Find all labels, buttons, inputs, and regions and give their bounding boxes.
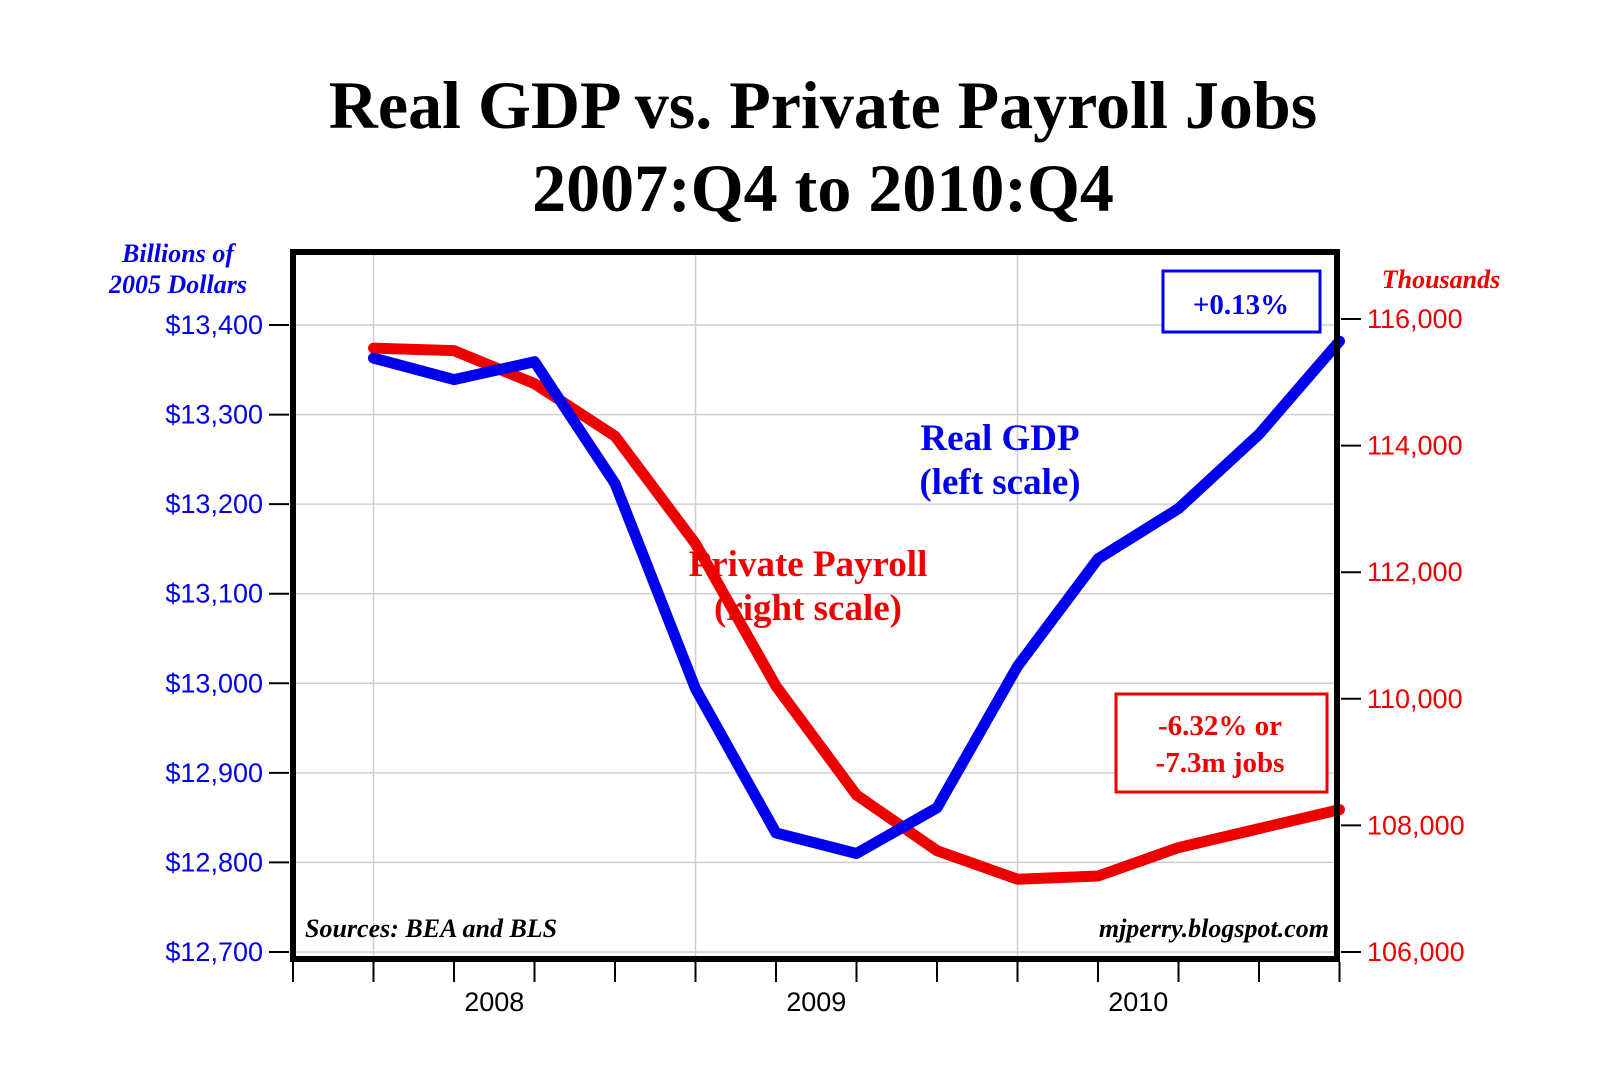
payroll-change-callout: -6.32% or -7.3m jobs	[1114, 692, 1329, 794]
gdp-series-label-line1: Real GDP	[920, 418, 1079, 459]
x-year-label: 2010	[1108, 987, 1168, 1017]
left-tick-label: $13,000	[165, 668, 263, 698]
payroll-change-box	[1114, 692, 1329, 794]
left-tick-label: $12,900	[165, 758, 263, 788]
gdp-change-text: +0.13%	[1193, 289, 1289, 321]
payroll-change-text-line1: -6.32% or	[1158, 710, 1282, 742]
left-tick-label: $12,700	[165, 937, 263, 967]
gdp-series-label-line2: (left scale)	[919, 462, 1080, 503]
left-axis-title-line1: Billions of	[121, 239, 236, 268]
sources-note: Sources: BEA and BLS	[305, 914, 557, 943]
gdp-change-box	[1161, 269, 1322, 334]
gridlines	[293, 255, 1337, 956]
left-axis: $12,700 $12,800 $12,900 $13,000 $13,100 $13,2…	[165, 310, 289, 967]
right-tick-label: 114,000	[1367, 431, 1463, 461]
left-axis-title-line2: 2005 Dollars	[108, 270, 247, 299]
left-tick-label: $13,300	[165, 400, 263, 430]
x-year-label: 2009	[786, 987, 846, 1017]
chart-title-line1: Real GDP vs. Private Payroll Jobs	[329, 67, 1317, 143]
chart-title-line2: 2007:Q4 to 2010:Q4	[532, 150, 1114, 226]
right-axis-title: Thousands	[1382, 265, 1501, 294]
gdp-series-line	[368, 335, 1345, 859]
right-tick-label: 106,000	[1367, 937, 1465, 967]
payroll-change-text-line2: -7.3m jobs	[1156, 747, 1285, 779]
right-tick-label: 108,000	[1367, 810, 1465, 840]
right-tick-label: 112,000	[1367, 557, 1463, 587]
plot-frame	[290, 249, 1340, 962]
gdp-change-callout: +0.13%	[1161, 269, 1322, 334]
series	[368, 335, 1345, 885]
left-tick-label: $13,400	[165, 310, 263, 340]
x-axis: 2008 2009 2010	[292, 962, 1341, 1017]
credit-note: mjperry.blogspot.com	[1099, 914, 1329, 943]
right-tick-label: 110,000	[1367, 684, 1463, 714]
payroll-series-label-line2: (right scale)	[714, 588, 902, 629]
left-tick-label: $13,100	[165, 579, 263, 609]
payroll-series-label-line1: Private Payroll	[689, 544, 928, 585]
left-tick-label: $12,800	[165, 847, 263, 877]
right-tick-label: 116,000	[1367, 304, 1463, 334]
payroll-series-line	[368, 342, 1345, 885]
left-tick-label: $13,200	[165, 489, 263, 519]
x-year-label: 2008	[464, 987, 524, 1017]
right-axis: 106,000 108,000 110,000 112,000 114,000 116,0…	[1341, 304, 1465, 967]
